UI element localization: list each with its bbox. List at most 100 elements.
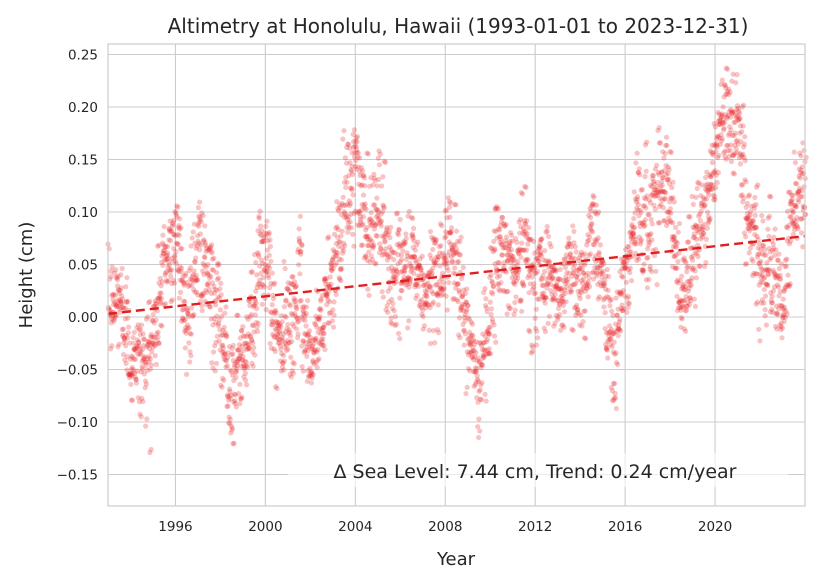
scatter-point — [272, 348, 278, 354]
scatter-point — [329, 318, 336, 324]
scatter-point — [366, 249, 372, 255]
scatter-point — [235, 358, 241, 364]
scatter-point — [393, 321, 399, 327]
scatter-point — [258, 232, 264, 238]
scatter-point — [631, 225, 638, 231]
scatter-point — [314, 316, 320, 322]
scatter-point — [411, 254, 418, 260]
scatter-point — [149, 317, 155, 323]
scatter-point — [120, 332, 126, 338]
scatter-point — [373, 220, 380, 227]
scatter-point — [637, 223, 643, 230]
scatter-point — [752, 212, 758, 218]
scatter-point — [430, 290, 436, 297]
scatter-point — [634, 196, 640, 202]
scatter-point — [286, 330, 292, 336]
scatter-point — [262, 261, 268, 268]
scatter-point — [648, 192, 655, 198]
scatter-point — [745, 193, 751, 199]
scatter-point — [771, 269, 777, 276]
scatter-point — [514, 272, 520, 278]
scatter-point — [353, 135, 359, 141]
scatter-point — [529, 348, 536, 355]
scatter-point — [229, 372, 236, 378]
scatter-point — [351, 210, 357, 217]
scatter-point — [609, 308, 615, 314]
scatter-point — [215, 262, 221, 268]
scatter-point — [652, 193, 658, 199]
scatter-point — [604, 266, 611, 273]
scatter-point — [270, 321, 276, 328]
scatter-point — [520, 247, 526, 253]
scatter-point — [288, 354, 294, 360]
scatter-point — [756, 260, 762, 266]
scatter-point — [554, 316, 561, 323]
scatter-point — [350, 144, 357, 150]
scatter-point — [267, 340, 273, 347]
scatter-point — [708, 173, 714, 180]
scatter-point — [181, 298, 187, 304]
scatter-point — [523, 247, 530, 253]
scatter-point — [622, 247, 629, 253]
scatter-point — [596, 251, 602, 257]
x-tick-labels: 1996 2000 2004 2008 2012 2016 2020 — [158, 519, 732, 535]
scatter-point — [294, 306, 300, 312]
scatter-point — [168, 228, 174, 234]
scatter-point — [528, 350, 534, 356]
scatter-point — [136, 343, 142, 349]
scatter-point — [749, 223, 755, 229]
scatter-point — [719, 136, 726, 142]
scatter-point — [124, 335, 131, 341]
scatter-point — [680, 298, 687, 304]
scatter-point — [179, 277, 185, 283]
scatter-point — [569, 326, 575, 332]
scatter-point — [513, 294, 519, 300]
scatter-point — [465, 303, 471, 309]
scatter-point — [448, 241, 454, 247]
scatter-point — [277, 343, 284, 349]
scatter-point — [531, 291, 537, 297]
scatter-point — [231, 440, 237, 446]
scatter-point — [728, 142, 734, 148]
scatter-point — [436, 244, 443, 250]
scatter-point — [279, 319, 285, 325]
scatter-point — [402, 263, 408, 269]
scatter-point — [442, 208, 448, 214]
scatter-point — [603, 345, 609, 351]
scatter-point — [410, 215, 416, 222]
scatter-point — [326, 284, 332, 290]
scatter-point — [760, 267, 767, 274]
scatter-point — [360, 214, 367, 220]
scatter-point — [696, 180, 702, 186]
scatter-point — [273, 307, 279, 313]
scatter-point — [532, 315, 538, 321]
scatter-point — [152, 353, 158, 359]
scatter-point — [398, 243, 404, 249]
scatter-point — [429, 301, 435, 307]
scatter-point — [670, 244, 677, 250]
scatter-point — [338, 211, 344, 218]
scatter-point — [313, 313, 319, 319]
scatter-point — [304, 344, 310, 350]
scatter-point — [183, 327, 189, 333]
scatter-point — [479, 361, 485, 368]
scatter-point — [177, 216, 183, 222]
scatter-point — [530, 238, 537, 244]
scatter-point — [368, 209, 374, 216]
scatter-point — [798, 153, 804, 159]
scatter-point — [416, 263, 422, 269]
scatter-point — [588, 208, 594, 214]
scatter-point — [155, 243, 161, 249]
scatter-point — [114, 275, 120, 281]
scatter-point — [430, 237, 436, 243]
scatter-point — [121, 335, 127, 341]
scatter-point — [146, 339, 153, 346]
scatter-point — [654, 192, 661, 198]
scatter-point — [117, 299, 124, 305]
scatter-point — [215, 260, 221, 266]
scatter-point — [474, 366, 480, 372]
scatter-point — [768, 255, 774, 261]
scatter-point — [436, 279, 442, 285]
scatter-point — [402, 267, 408, 274]
scatter-point — [527, 281, 533, 287]
